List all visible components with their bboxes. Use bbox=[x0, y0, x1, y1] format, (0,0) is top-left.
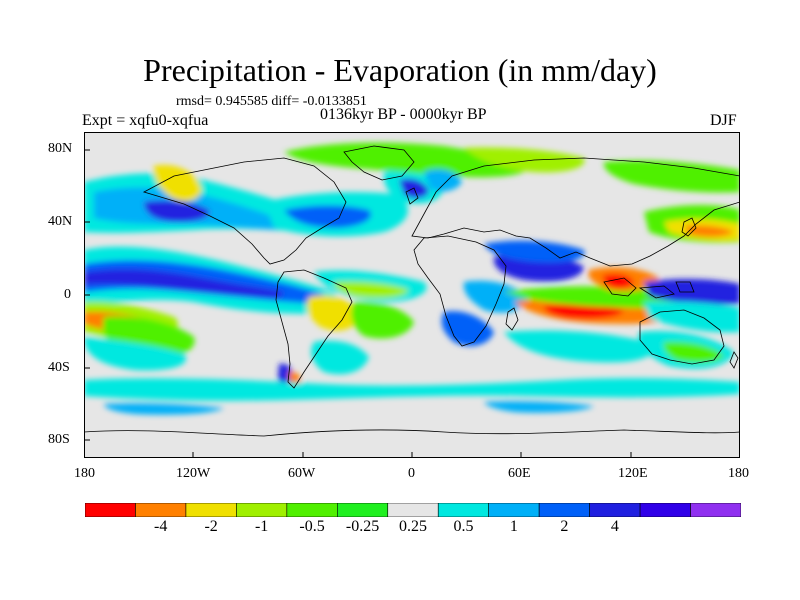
lon-label: 120W bbox=[176, 466, 211, 481]
field-arctic-green-2 bbox=[464, 147, 585, 173]
statistics-label: rmsd= 0.945585 diff= -0.0133851 bbox=[176, 94, 367, 109]
field-africa-equator bbox=[463, 280, 529, 313]
field-indian-ocean-south bbox=[504, 330, 655, 363]
colorbar-swatch bbox=[488, 503, 540, 517]
lon-label: 0 bbox=[408, 466, 415, 481]
field-south-pacific-east-2 bbox=[84, 337, 186, 371]
colorbar-label: -2 bbox=[204, 518, 218, 535]
field-indian-ocean-red bbox=[544, 303, 624, 319]
lon-label: 180 bbox=[74, 466, 95, 481]
lon-label: 60E bbox=[508, 466, 531, 481]
experiment-label: Expt = xqfu0-xqfua bbox=[82, 112, 209, 129]
coast-north-america bbox=[142, 157, 347, 265]
lon-label: 180 bbox=[728, 466, 749, 481]
field-indian-ocean-north-2 bbox=[484, 240, 585, 263]
field-west-pacific-orange bbox=[684, 225, 734, 237]
colorbar-swatch bbox=[437, 503, 489, 517]
coast-uk bbox=[405, 187, 419, 205]
colorbar-swatch bbox=[538, 503, 590, 517]
coast-australia bbox=[639, 309, 725, 365]
lon-label: 60W bbox=[288, 466, 316, 481]
field-tropical-atlantic-2 bbox=[334, 281, 409, 298]
colorbar-swatch bbox=[286, 503, 338, 517]
plot-title: Precipitation - Evaporation (in mm/day) bbox=[143, 52, 657, 88]
coast-south-america bbox=[275, 269, 353, 389]
lat-label: 40N bbox=[48, 214, 73, 229]
colorbar-swatch bbox=[185, 503, 237, 517]
period-label: 0136kyr BP - 0000kyr BP bbox=[320, 106, 487, 123]
season-label: DJF bbox=[710, 112, 737, 129]
colorbar-label: 0.25 bbox=[399, 518, 427, 535]
lat-label: 80N bbox=[48, 141, 73, 156]
colorbar-swatch bbox=[337, 503, 389, 517]
colorbar-swatch bbox=[690, 503, 741, 517]
coast-new-zealand bbox=[729, 351, 739, 369]
coast-antarctica bbox=[84, 429, 740, 437]
map-ticks bbox=[84, 149, 632, 458]
coast-madagascar bbox=[505, 307, 519, 331]
field-atlantic-north-2 bbox=[284, 205, 371, 228]
colorbar-label: 1 bbox=[509, 518, 518, 535]
colorbar-label: 0.5 bbox=[453, 518, 474, 535]
field-siberia-green bbox=[603, 160, 740, 193]
coast-eurasia bbox=[411, 157, 740, 267]
field-north-europe-blue bbox=[424, 169, 462, 192]
colorbar-label: -1 bbox=[254, 518, 269, 535]
colorbar-swatch bbox=[135, 503, 187, 517]
colorbar-swatch bbox=[387, 503, 439, 517]
field-patagonia-2 bbox=[289, 371, 301, 385]
coast-africa bbox=[413, 235, 507, 347]
precipitation-map bbox=[84, 132, 740, 458]
lon-label: 120E bbox=[618, 466, 648, 481]
field-australia-2 bbox=[663, 341, 724, 363]
colorbar-swatch bbox=[236, 503, 288, 517]
field-south-america-south bbox=[311, 340, 369, 375]
field-band-tropical-pacific-3 bbox=[84, 269, 284, 298]
colorbar-swatch bbox=[85, 503, 136, 517]
field-southern-ocean-3 bbox=[484, 401, 594, 413]
colorbar-label: -0.25 bbox=[345, 518, 380, 535]
field-west-pacific-cyan bbox=[644, 301, 740, 333]
lat-label: 0 bbox=[64, 287, 71, 302]
lat-label: 80S bbox=[48, 432, 70, 447]
field-arctic-green bbox=[284, 142, 524, 178]
field-southern-ocean bbox=[84, 378, 740, 401]
colorbar bbox=[85, 503, 741, 517]
colorbar-label: -0.5 bbox=[299, 518, 325, 535]
coastlines bbox=[84, 145, 740, 437]
lat-label: 40S bbox=[48, 360, 70, 375]
field-alaska-dry-2 bbox=[153, 165, 202, 202]
colorbar-swatch bbox=[589, 503, 641, 517]
coast-japan bbox=[681, 217, 697, 237]
field-indian-ocean-green bbox=[504, 286, 686, 309]
field-south-atlantic bbox=[307, 295, 359, 331]
colorbar-label: -4 bbox=[154, 518, 168, 535]
coast-indonesia bbox=[603, 277, 695, 299]
coast-greenland bbox=[343, 145, 415, 181]
field-south-america-east bbox=[351, 301, 414, 339]
field-southern-ocean-2 bbox=[104, 403, 224, 415]
field-maritime-red bbox=[602, 274, 634, 289]
field-layer bbox=[84, 142, 740, 415]
colorbar-label: 2 bbox=[560, 518, 569, 535]
field-north-pacific-storm-3 bbox=[144, 200, 210, 222]
colorbar-label: 4 bbox=[610, 518, 619, 535]
colorbar-swatch bbox=[639, 503, 691, 517]
